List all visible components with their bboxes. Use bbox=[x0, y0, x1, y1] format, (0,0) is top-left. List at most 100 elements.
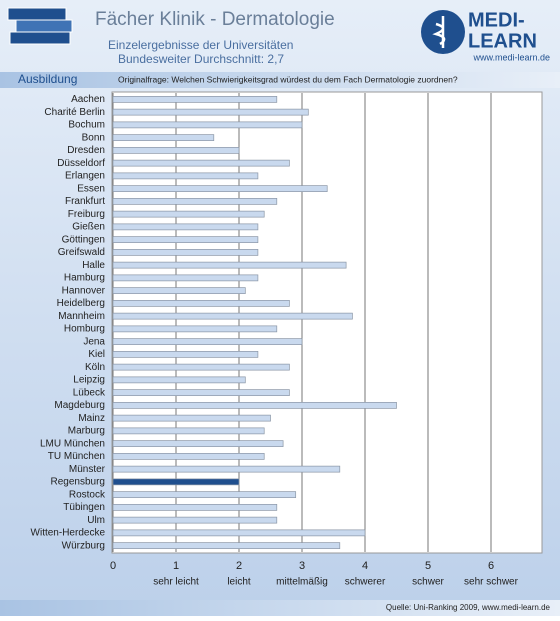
bar bbox=[112, 491, 297, 498]
y-tick-label: Homburg bbox=[64, 324, 105, 335]
bar bbox=[112, 121, 303, 129]
y-tick-label: Rostock bbox=[69, 489, 106, 500]
bar bbox=[112, 198, 278, 205]
x-tick-label: 4 bbox=[362, 560, 368, 572]
y-tick-label: Heidelberg bbox=[57, 298, 105, 309]
bar bbox=[112, 351, 259, 358]
bar bbox=[112, 478, 240, 486]
scale-label: leicht bbox=[227, 577, 251, 588]
y-tick-label: Bonn bbox=[82, 132, 105, 143]
y-tick-label: Jena bbox=[83, 336, 105, 347]
y-tick-label: Mannheim bbox=[58, 311, 105, 322]
bar bbox=[112, 108, 309, 116]
y-tick-label: Tübingen bbox=[63, 502, 105, 513]
bar bbox=[112, 529, 366, 537]
y-tick-label: Münster bbox=[69, 464, 106, 475]
y-tick-label: LMU München bbox=[40, 438, 105, 449]
y-tick-label: Regensburg bbox=[51, 477, 105, 488]
y-tick-label: Mainz bbox=[78, 413, 105, 424]
bar bbox=[112, 414, 271, 422]
y-tick-label: Hannover bbox=[62, 285, 106, 296]
y-tick-label: Charité Berlin bbox=[44, 107, 105, 118]
y-tick-label: Dresden bbox=[67, 145, 105, 156]
y-tick-label: Greifswald bbox=[58, 247, 105, 258]
subtitle: Einzelergebnisse der Universitäten bbox=[108, 38, 293, 52]
scale-label: schwerer bbox=[345, 577, 386, 588]
source: Quelle: Uni-Ranking 2009, www.medi-learn… bbox=[386, 603, 551, 612]
bar bbox=[112, 427, 265, 435]
bar bbox=[112, 261, 347, 269]
bar bbox=[112, 172, 259, 180]
bar bbox=[112, 338, 303, 345]
bar bbox=[112, 465, 341, 473]
y-tick-label: Göttingen bbox=[62, 234, 105, 245]
y-tick-label: Kiel bbox=[88, 349, 105, 360]
bar bbox=[112, 185, 328, 192]
y-tick-label: Leipzig bbox=[73, 375, 105, 386]
bar bbox=[112, 287, 246, 294]
scale-label: mittelmäßig bbox=[276, 577, 328, 588]
y-tick-label: Frankfurt bbox=[65, 196, 105, 207]
bar bbox=[112, 134, 215, 141]
y-tick-label: Marburg bbox=[68, 426, 105, 437]
bar bbox=[112, 236, 259, 243]
bar bbox=[112, 504, 278, 511]
y-tick-label: Ulm bbox=[87, 515, 105, 526]
logo-text: MEDI- bbox=[468, 9, 525, 31]
bar bbox=[112, 363, 290, 371]
x-tick-label: 3 bbox=[299, 560, 305, 572]
bar bbox=[112, 147, 240, 154]
x-tick-label: 0 bbox=[110, 560, 116, 572]
bar bbox=[112, 325, 278, 333]
bar bbox=[112, 389, 290, 396]
bar bbox=[112, 274, 259, 282]
bar bbox=[112, 453, 265, 460]
y-tick-label: TU München bbox=[48, 451, 105, 462]
scale-label: sehr leicht bbox=[153, 577, 199, 588]
y-tick-label: Freiburg bbox=[68, 209, 105, 220]
scale-label: sehr schwer bbox=[464, 577, 519, 588]
question: Originalfrage: Welchen Schwierigkeitsgra… bbox=[118, 74, 458, 84]
y-tick-label: Witten-Herdecke bbox=[31, 528, 106, 539]
footer-band bbox=[0, 600, 560, 616]
y-tick-label: Erlangen bbox=[65, 171, 105, 182]
bar bbox=[112, 96, 278, 103]
y-tick-label: Lübeck bbox=[73, 387, 106, 398]
x-tick-label: 6 bbox=[488, 560, 494, 572]
section-label: Ausbildung bbox=[18, 72, 77, 86]
bar bbox=[112, 440, 284, 447]
bar bbox=[112, 402, 397, 409]
average-note: Bundesweiter Durchschnitt: 2,7 bbox=[118, 52, 284, 66]
bar bbox=[112, 312, 353, 320]
x-tick-label: 5 bbox=[425, 560, 431, 572]
y-tick-label: Bochum bbox=[68, 120, 105, 131]
y-tick-label: Aachen bbox=[71, 94, 105, 105]
bar bbox=[112, 249, 259, 256]
bar bbox=[112, 159, 290, 167]
y-tick-label: Düsseldorf bbox=[57, 158, 105, 169]
x-tick-label: 2 bbox=[236, 560, 242, 572]
title: Fächer Klinik - Dermatologie bbox=[95, 9, 335, 30]
y-tick-label: Essen bbox=[77, 183, 105, 194]
y-tick-label: Halle bbox=[82, 260, 105, 271]
plot-area bbox=[111, 91, 543, 554]
scale-label: schwer bbox=[412, 577, 444, 588]
y-tick-label: Magdeburg bbox=[54, 400, 105, 411]
bar bbox=[112, 516, 278, 524]
logo-text: LEARN bbox=[468, 30, 537, 52]
logo: MEDI- LEARN www.medi-learn.de bbox=[421, 9, 550, 62]
y-tick-label: Köln bbox=[85, 362, 105, 373]
book-icon bbox=[7, 7, 73, 45]
logo-url: www.medi-learn.de bbox=[472, 52, 550, 62]
bar bbox=[112, 223, 259, 231]
y-tick-label: Gießen bbox=[72, 222, 105, 233]
bar bbox=[112, 210, 265, 218]
y-tick-label: Hamburg bbox=[64, 273, 105, 284]
bar bbox=[112, 376, 246, 384]
y-tick-label: Würzburg bbox=[62, 540, 105, 551]
bar bbox=[112, 300, 290, 307]
bar bbox=[112, 542, 341, 549]
section-band bbox=[0, 72, 560, 88]
x-tick-label: 1 bbox=[173, 560, 179, 572]
